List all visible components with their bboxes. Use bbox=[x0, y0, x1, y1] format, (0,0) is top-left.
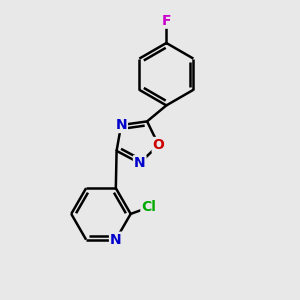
Text: O: O bbox=[153, 138, 164, 152]
Text: N: N bbox=[110, 232, 122, 247]
Text: N: N bbox=[134, 156, 146, 170]
Text: Cl: Cl bbox=[141, 200, 156, 214]
Text: N: N bbox=[115, 118, 127, 132]
Text: F: F bbox=[162, 14, 171, 28]
